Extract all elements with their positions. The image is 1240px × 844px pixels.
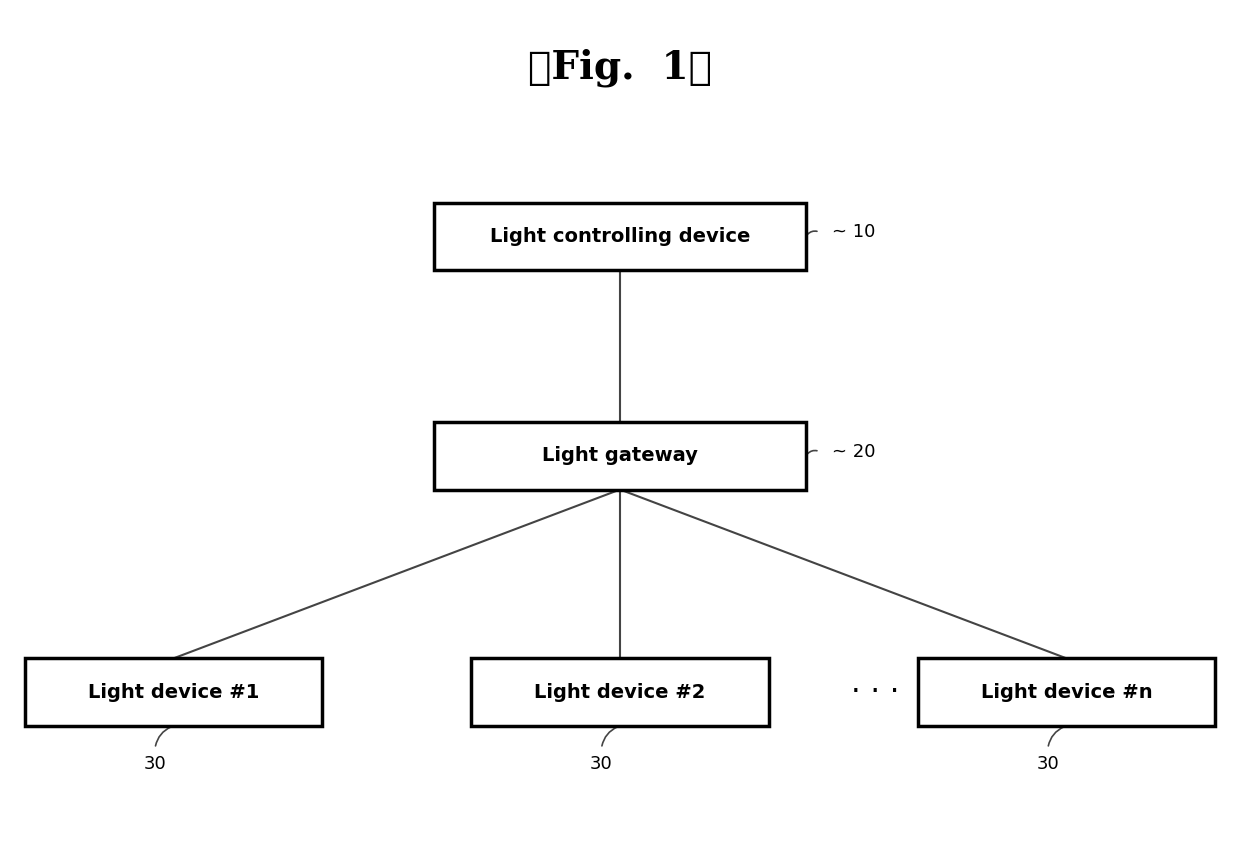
Text: 30: 30 <box>590 755 613 773</box>
Text: · · ·: · · · <box>851 678 900 706</box>
Text: Light device #2: Light device #2 <box>534 683 706 701</box>
Bar <box>471 658 769 726</box>
Text: 30: 30 <box>1037 755 1059 773</box>
Bar <box>434 203 806 270</box>
Bar <box>918 658 1215 726</box>
Text: ~ 10: ~ 10 <box>832 223 875 241</box>
Text: ~ 20: ~ 20 <box>832 442 875 461</box>
Text: Light device #1: Light device #1 <box>88 683 259 701</box>
Text: Light device #n: Light device #n <box>981 683 1152 701</box>
Bar <box>25 658 322 726</box>
Text: Light controlling device: Light controlling device <box>490 227 750 246</box>
Text: 30: 30 <box>144 755 166 773</box>
Bar <box>434 422 806 490</box>
Text: Light gateway: Light gateway <box>542 446 698 465</box>
Text: 【Fig.  1】: 【Fig. 1】 <box>528 48 712 87</box>
